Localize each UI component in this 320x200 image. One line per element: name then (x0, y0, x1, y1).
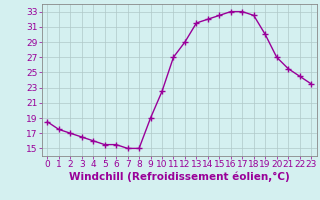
X-axis label: Windchill (Refroidissement éolien,°C): Windchill (Refroidissement éolien,°C) (69, 172, 290, 182)
